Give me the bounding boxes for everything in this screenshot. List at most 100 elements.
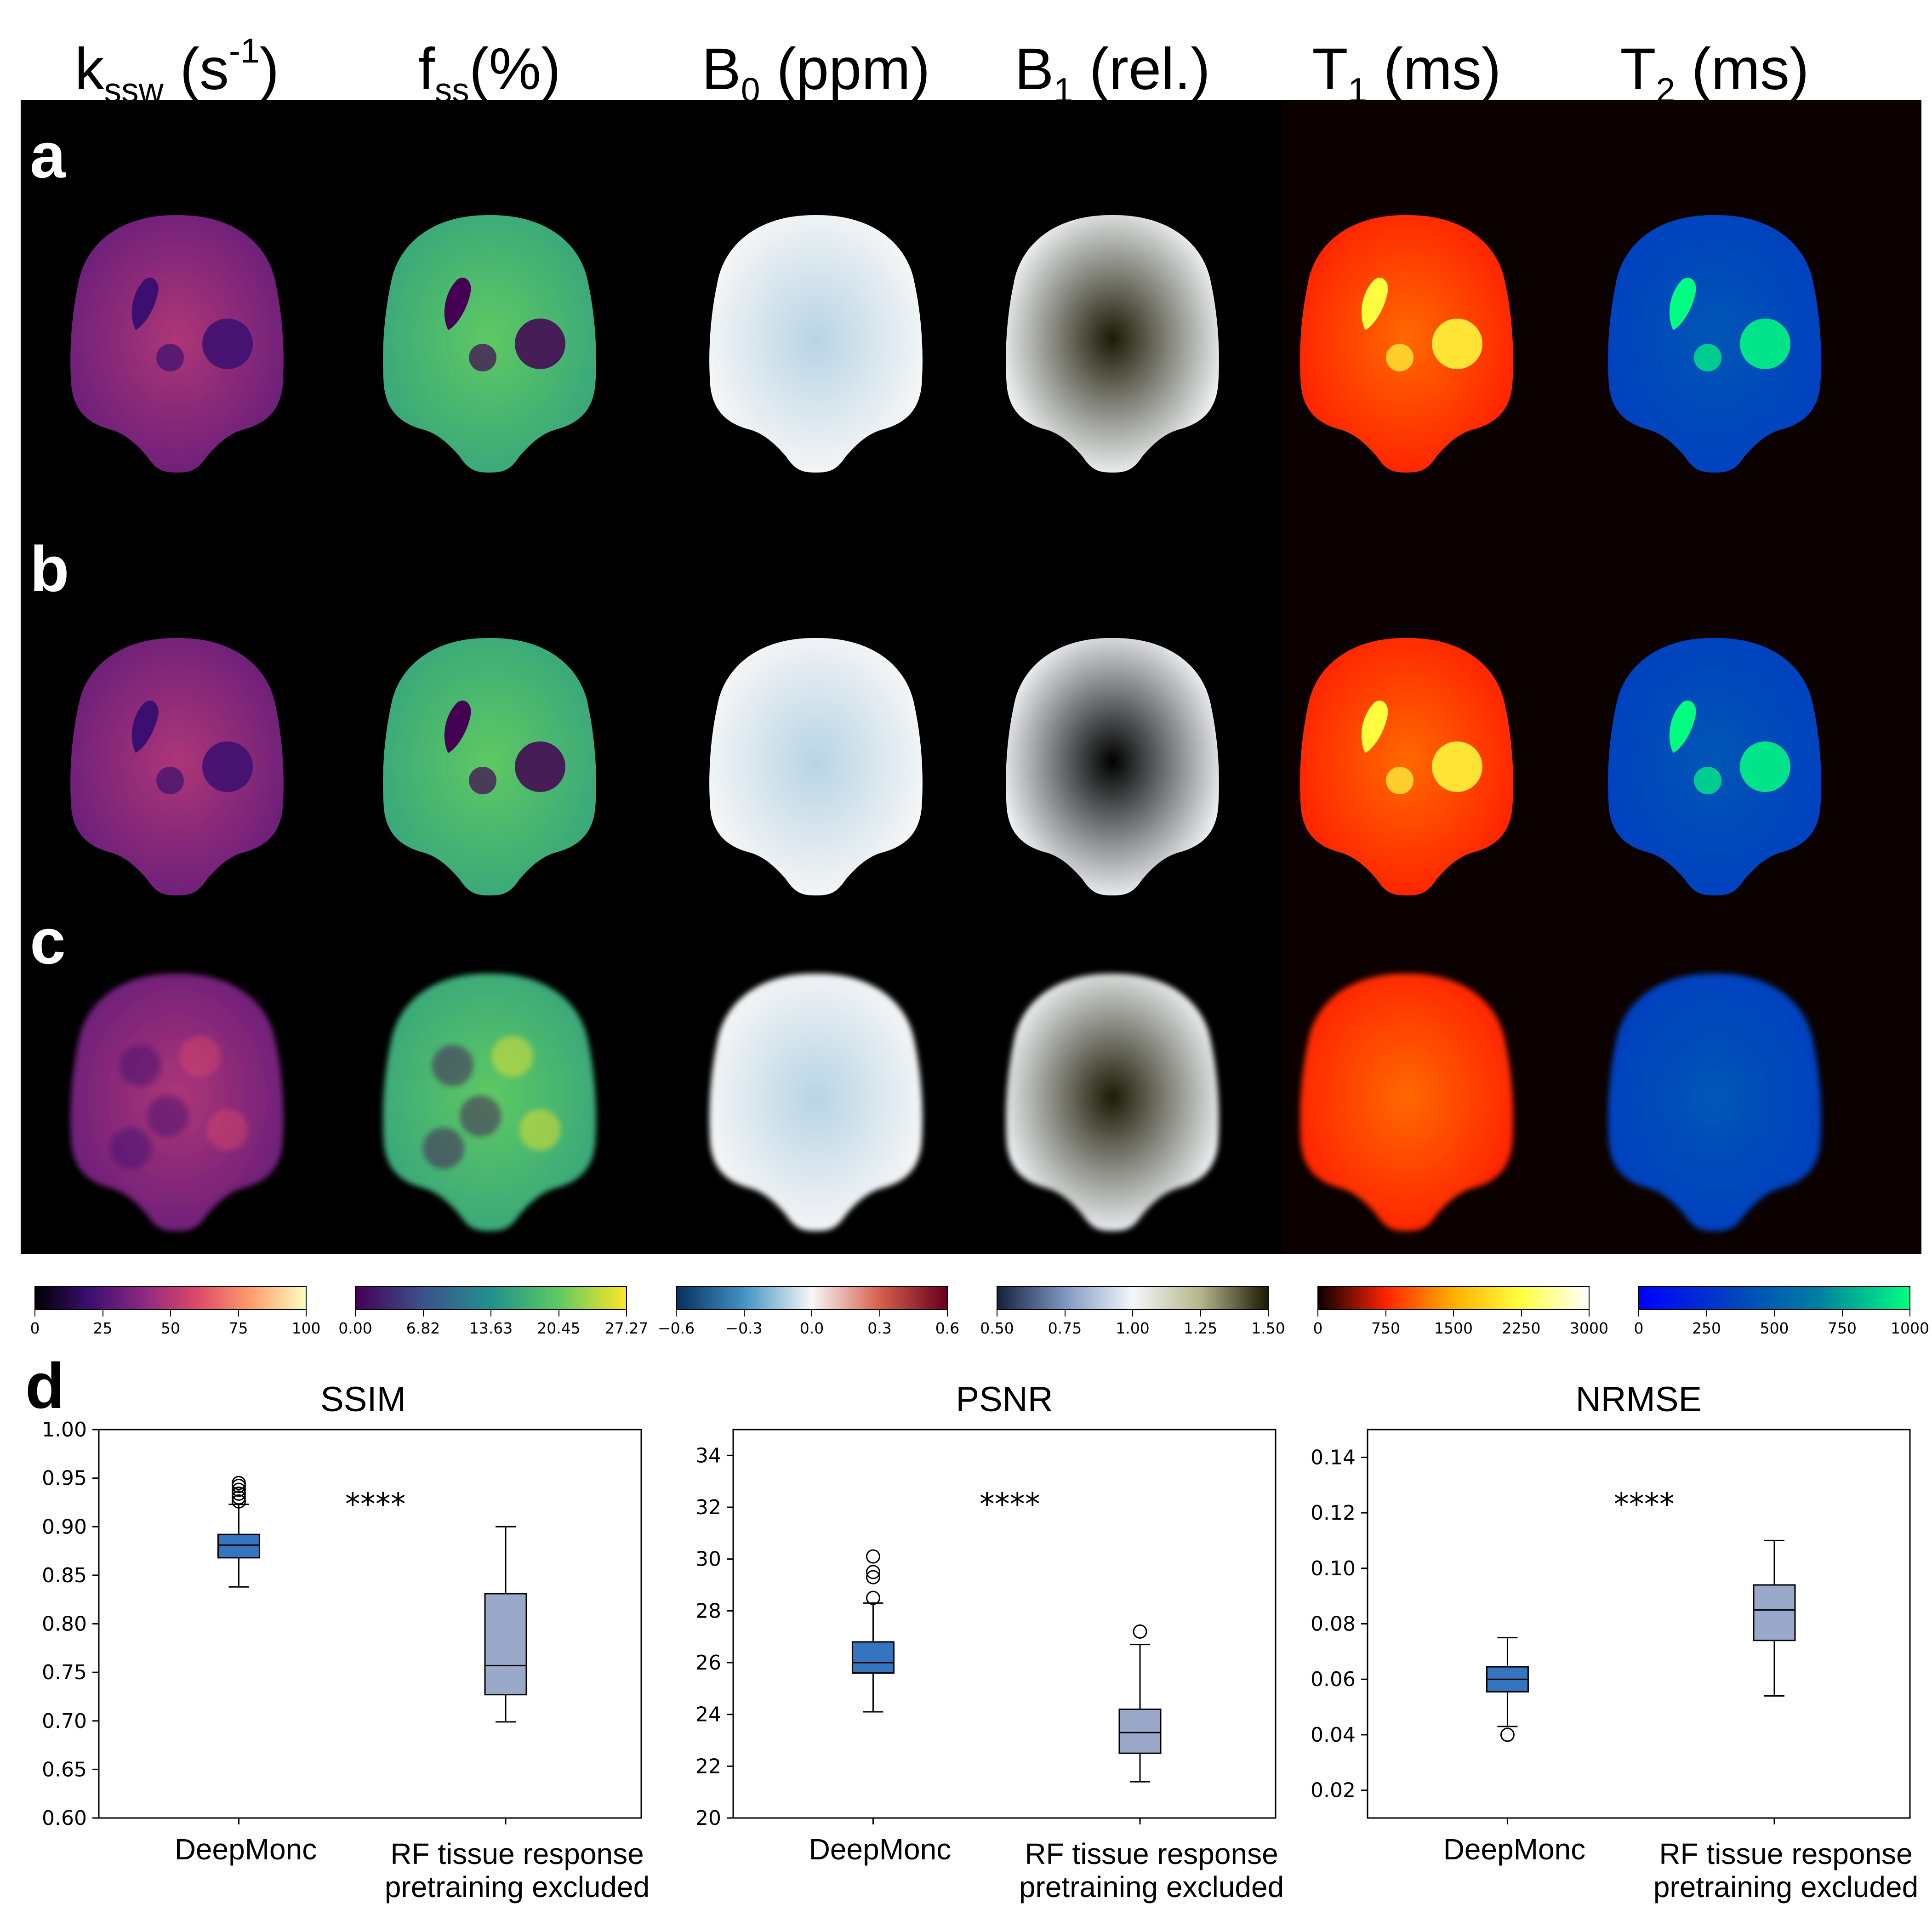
column-header-1: fss(%) bbox=[329, 14, 650, 127]
colorbar-tick-label: 0 bbox=[1634, 1319, 1644, 1337]
significance-stars: **** bbox=[1614, 1487, 1675, 1522]
brain-silhouette bbox=[709, 215, 923, 473]
lesion-small bbox=[1694, 767, 1721, 794]
colorbar-tick-label: 27.27 bbox=[604, 1319, 649, 1337]
y-tick-label: 0.60 bbox=[42, 1807, 87, 1830]
box-iqr bbox=[484, 1593, 527, 1696]
texture-blob bbox=[460, 1095, 501, 1137]
outlier-point bbox=[866, 1565, 880, 1579]
colorbar-tick bbox=[34, 1310, 35, 1316]
y-tick-label: 0.12 bbox=[1311, 1501, 1356, 1525]
brain-silhouette bbox=[1300, 638, 1513, 895]
significance-stars: **** bbox=[980, 1487, 1040, 1522]
colorbar-tick-label: 1000 bbox=[1891, 1319, 1929, 1337]
colorbar-tick bbox=[676, 1310, 677, 1316]
colorbar-tick bbox=[743, 1310, 745, 1316]
box-iqr bbox=[1753, 1584, 1796, 1641]
lesion bbox=[515, 319, 565, 369]
y-tick-label: 32 bbox=[695, 1496, 721, 1519]
colorbar-tick-label: 100 bbox=[291, 1319, 321, 1337]
colorbar-tick bbox=[1589, 1310, 1590, 1316]
brain-map-b1-a bbox=[1006, 215, 1219, 473]
brain-silhouette bbox=[383, 638, 596, 895]
lesion bbox=[1432, 741, 1482, 792]
colorbar-tick bbox=[1453, 1310, 1454, 1316]
column-header-5: T2 (ms) bbox=[1554, 14, 1875, 127]
y-tick-label: 26 bbox=[695, 1651, 721, 1675]
y-tick-label: 0.10 bbox=[1311, 1557, 1356, 1580]
outlier-point bbox=[231, 1494, 246, 1509]
y-tick-label: 34 bbox=[695, 1444, 721, 1467]
colorbar-tick bbox=[170, 1310, 171, 1316]
y-tick-label: 0.14 bbox=[1311, 1446, 1356, 1469]
colorbar-tick-label: 0.3 bbox=[867, 1319, 892, 1337]
box-iqr bbox=[851, 1641, 895, 1674]
outlier-point bbox=[231, 1486, 246, 1501]
brain-map-b1-b bbox=[1006, 638, 1219, 895]
colorbar-tick-label: 25 bbox=[93, 1319, 113, 1337]
colorbar-tick-label: 1.50 bbox=[1251, 1319, 1285, 1337]
y-tick-label: 0.85 bbox=[42, 1564, 87, 1587]
column-headers: kssw (s-1) fss(%) B0 (ppm) B1 (rel.) T1 (ms)… bbox=[0, 14, 1932, 109]
column-header-part: (rel.) bbox=[1073, 36, 1210, 102]
brain-map-fss-c bbox=[383, 973, 596, 1231]
colorbar-fss bbox=[355, 1286, 627, 1310]
brain-silhouette bbox=[1006, 215, 1219, 473]
lesion bbox=[1740, 741, 1790, 792]
box-iqr bbox=[1118, 1708, 1162, 1754]
brain-silhouette bbox=[383, 215, 596, 473]
y-tick-label: 0.90 bbox=[42, 1515, 87, 1539]
colorbar-b1 bbox=[997, 1286, 1269, 1310]
brain-map-kssw-a bbox=[70, 215, 284, 473]
colorbar-tick bbox=[947, 1310, 948, 1316]
colorbar-tick bbox=[1268, 1310, 1269, 1316]
lesion-small bbox=[469, 767, 496, 794]
column-header-part: (s bbox=[163, 36, 229, 102]
colorbar-tick-label: 75 bbox=[228, 1319, 248, 1337]
colorbar-tick-label: 250 bbox=[1692, 1319, 1721, 1337]
brain-map-t2-b bbox=[1608, 638, 1821, 895]
y-tick-label: 22 bbox=[695, 1755, 721, 1778]
x-category-label: RF tissue response bbox=[1025, 1837, 1278, 1870]
lesion-small bbox=[156, 767, 184, 794]
x-category-label: DeepMonc bbox=[809, 1833, 952, 1866]
y-tick-label: 0.04 bbox=[1311, 1723, 1356, 1747]
ventricle bbox=[1361, 701, 1388, 753]
texture-blob bbox=[519, 1109, 561, 1151]
y-tick-label: 0.80 bbox=[42, 1613, 87, 1636]
colorbar-tick-label: 0.00 bbox=[338, 1319, 372, 1337]
y-tick-label: 20 bbox=[695, 1807, 721, 1830]
column-header-part: (%) bbox=[469, 36, 561, 102]
column-header-part: (ms) bbox=[1367, 36, 1501, 102]
y-tick-label: 0.08 bbox=[1311, 1613, 1356, 1636]
box-iqr bbox=[1486, 1666, 1529, 1693]
colorbar-tick bbox=[1841, 1310, 1843, 1316]
colorbar-tick bbox=[1385, 1310, 1386, 1316]
colorbar-tick-label: −0.6 bbox=[657, 1319, 695, 1337]
colorbar-tick-label: 0.75 bbox=[1048, 1319, 1082, 1337]
colorbar-tick bbox=[1317, 1310, 1318, 1316]
colorbar-tick-label: 750 bbox=[1828, 1319, 1857, 1337]
brain-map-t1-b bbox=[1300, 638, 1513, 895]
colorbar-tick bbox=[1638, 1310, 1639, 1316]
ventricle bbox=[1669, 701, 1696, 753]
plot-title: PSNR bbox=[956, 1380, 1053, 1419]
y-tick-label: 0.95 bbox=[42, 1467, 87, 1490]
colorbar-tick bbox=[1774, 1310, 1775, 1316]
column-header-0: kssw (s-1) bbox=[16, 14, 338, 127]
significance-stars: **** bbox=[345, 1487, 406, 1522]
brain-map-b0-a bbox=[709, 215, 923, 473]
y-tick-label: 0.75 bbox=[42, 1661, 87, 1684]
colorbar-tick bbox=[1132, 1310, 1133, 1316]
y-tick-label: 0.70 bbox=[42, 1710, 87, 1733]
brain-silhouette bbox=[1608, 638, 1821, 895]
column-header-part: (ppm) bbox=[760, 36, 930, 102]
colorbar-tick-label: 0.6 bbox=[935, 1319, 960, 1337]
x-category-label: DeepMonc bbox=[175, 1833, 317, 1866]
texture-blob bbox=[423, 1128, 464, 1169]
texture-blob bbox=[110, 1128, 152, 1169]
brain-map-b0-c bbox=[709, 973, 923, 1231]
colorbar-tick bbox=[1521, 1310, 1522, 1316]
column-header-part: -1 bbox=[229, 31, 260, 70]
